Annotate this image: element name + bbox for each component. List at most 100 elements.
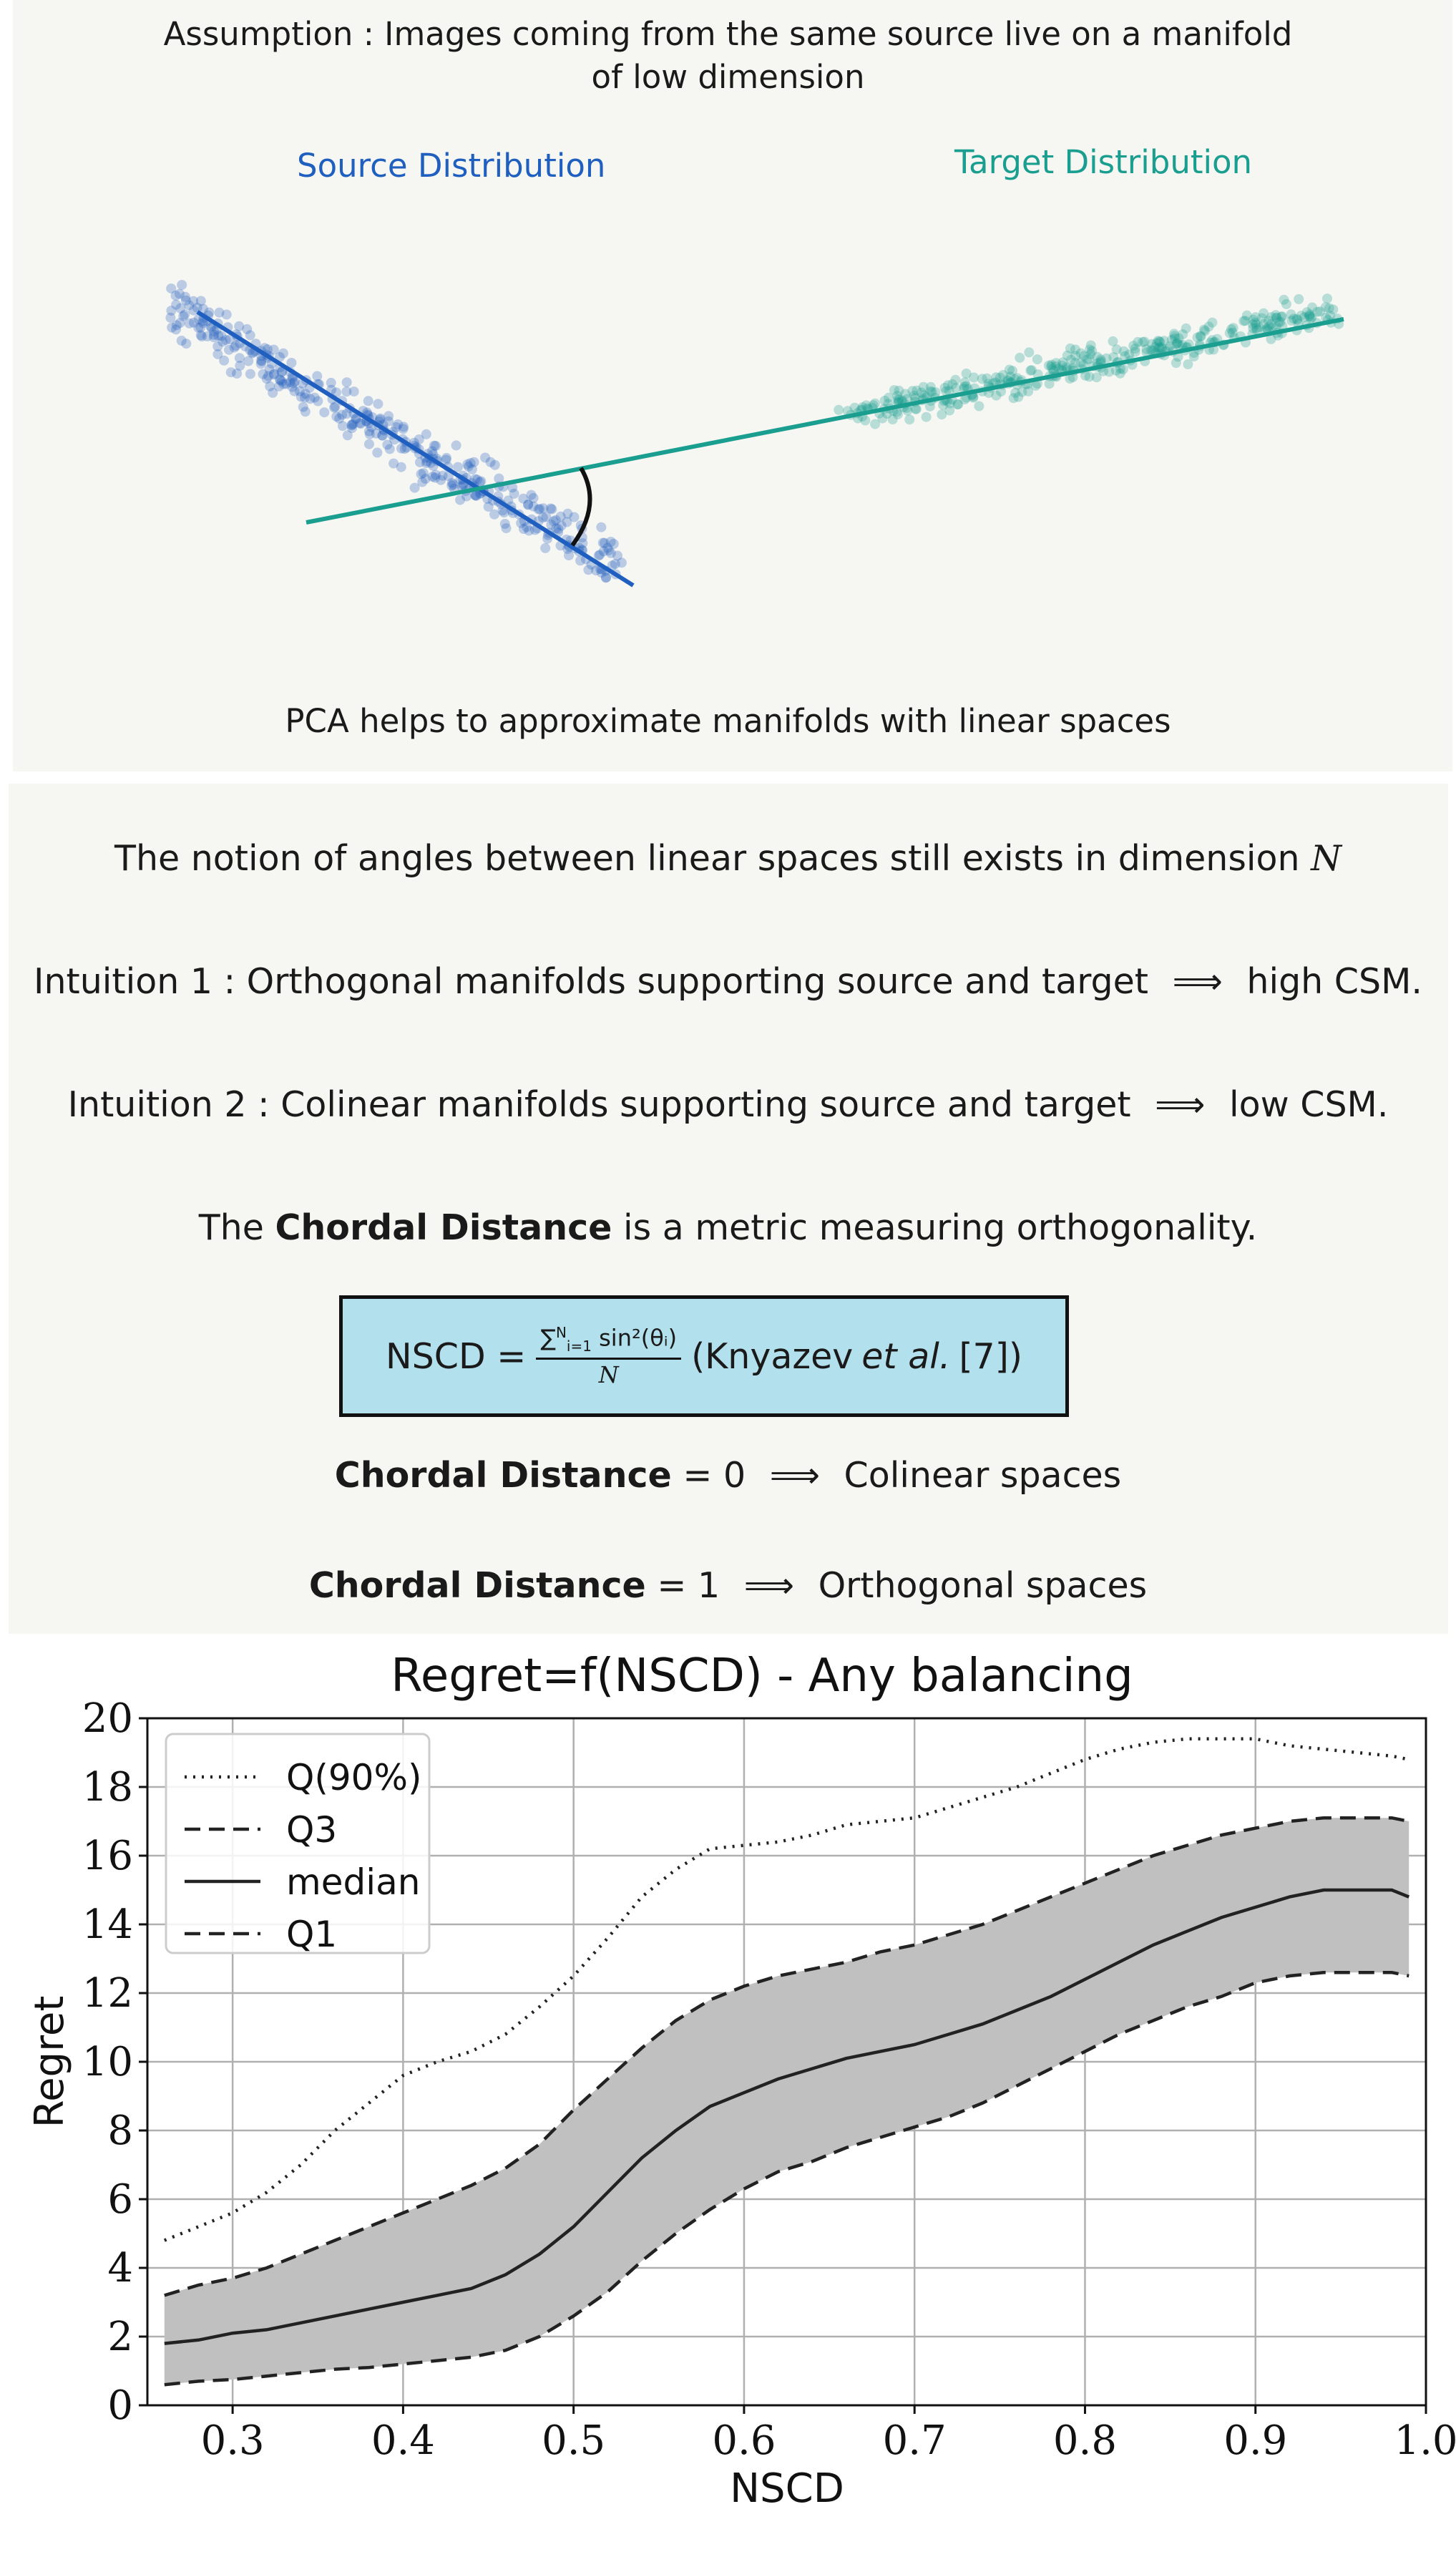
regret-chart: Regret=f(NSCD) - Any balancing 0.3 0.4 0.5… (26, 1650, 1456, 2512)
source-point (547, 504, 557, 515)
legend-label: median (286, 1861, 420, 1903)
source-point (213, 331, 224, 341)
source-point (166, 283, 177, 294)
source-point (608, 539, 619, 549)
target-point (1065, 343, 1075, 354)
target-point (930, 387, 941, 398)
intuition-2: Intuition 2 : Colinear manifolds support… (0, 1083, 1456, 1126)
source-point (198, 303, 208, 314)
chordal-distance-panel (9, 784, 1448, 1634)
source-point (309, 392, 320, 403)
target-point (1276, 311, 1287, 322)
angles-statement: The notion of angles between linear spac… (0, 837, 1456, 880)
target-point (1304, 311, 1315, 321)
target-point (1050, 361, 1061, 371)
chordal-def-post: is a metric measuring orthogonality. (623, 1207, 1258, 1248)
target-distribution-label: Target Distribution (954, 143, 1253, 181)
target-point (1008, 393, 1019, 404)
source-point (245, 330, 255, 341)
target-point (943, 380, 953, 391)
chordal-one-eq: = 1 (657, 1565, 720, 1606)
target-point (879, 396, 890, 406)
source-point (180, 291, 190, 302)
source-point (175, 303, 186, 313)
source-point (541, 512, 552, 522)
target-point (1286, 316, 1297, 326)
implies-arrow-icon: ⟹ (769, 1455, 820, 1496)
target-point (1095, 354, 1106, 365)
target-point (961, 369, 972, 379)
source-point (175, 318, 185, 328)
target-point (1254, 322, 1264, 333)
source-point (281, 379, 292, 389)
target-point (1304, 311, 1315, 321)
target-point (1118, 364, 1128, 374)
source-point (537, 512, 548, 523)
source-point (469, 457, 479, 467)
target-point (1092, 351, 1103, 362)
y-tick-label: 10 (82, 2039, 133, 2085)
pca-caption: PCA helps to approximate manifolds with … (285, 702, 1171, 740)
target-point (959, 377, 970, 388)
target-point (991, 372, 1002, 383)
source-point (605, 537, 616, 547)
target-point (1130, 344, 1140, 354)
target-point (1299, 312, 1309, 323)
x-tick-label: 0.7 (883, 2417, 947, 2464)
target-point (1023, 386, 1034, 396)
source-point (528, 501, 539, 512)
target-point (1279, 294, 1289, 305)
source-point (507, 482, 518, 493)
source-point (556, 520, 567, 531)
target-point (1062, 350, 1073, 361)
target-point (947, 379, 958, 389)
target-point (1238, 316, 1249, 326)
y-axis-label: Regret (26, 1996, 73, 2128)
target-point (1286, 309, 1296, 320)
source-point (230, 341, 241, 351)
x-tick-label: 0.5 (542, 2417, 605, 2464)
source-point (546, 520, 557, 530)
source-point (600, 537, 610, 548)
source-point (545, 503, 556, 514)
target-point (1264, 321, 1274, 332)
target-point (961, 381, 972, 391)
source-point (242, 323, 253, 334)
source-point (232, 369, 243, 379)
target-point (1051, 358, 1061, 369)
source-point (204, 307, 215, 318)
target-point (959, 394, 970, 405)
source-point (337, 421, 348, 432)
target-point (1026, 365, 1037, 376)
source-point (474, 477, 485, 487)
source-point (195, 296, 206, 306)
source-point (247, 348, 258, 359)
source-point (443, 471, 454, 482)
target-point (927, 386, 937, 397)
x-tick-label: 1.0 (1394, 2417, 1456, 2464)
target-point (1306, 312, 1317, 323)
source-point (206, 323, 217, 333)
source-point (538, 503, 549, 514)
source-point (255, 359, 266, 369)
target-point (1120, 351, 1130, 361)
target-point (1115, 364, 1125, 374)
target-point (1173, 333, 1184, 344)
source-point (383, 416, 394, 427)
y-tick-label: 14 (82, 1901, 133, 1948)
chordal-definition: The Chordal Distance is a metric measuri… (0, 1207, 1456, 1250)
target-point (1004, 364, 1015, 375)
source-point (171, 320, 182, 331)
source-point (234, 321, 245, 331)
target-point (917, 387, 927, 398)
target-point (892, 409, 903, 419)
assumption-title: Assumption : Images coming from the same… (163, 15, 1293, 96)
target-point (1266, 333, 1276, 344)
target-point (974, 401, 984, 411)
x-tick-label: 0.4 (371, 2417, 435, 2464)
target-point (1256, 313, 1267, 323)
source-point (275, 375, 285, 386)
source-point (489, 509, 499, 520)
target-point (1325, 311, 1336, 321)
source-point (518, 524, 529, 534)
